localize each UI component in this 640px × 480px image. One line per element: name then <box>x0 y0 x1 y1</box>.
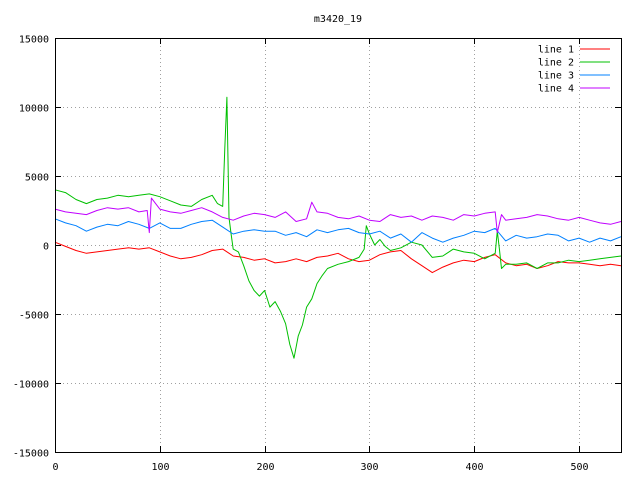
y-tick-label: -10000 <box>13 380 49 391</box>
legend: line 1 line 2 line 3 line 4 <box>538 45 610 95</box>
series-line-2 <box>54 96 622 359</box>
x-tick-label: 200 <box>256 462 274 473</box>
x-tick-label: 0 <box>52 462 58 473</box>
y-tick-label: 15000 <box>19 35 49 46</box>
y-tick-label: 10000 <box>19 104 49 115</box>
series-line-3 <box>54 218 622 243</box>
plot-frame <box>55 38 622 453</box>
tick-marks <box>55 38 621 453</box>
x-tick-label: 100 <box>151 462 169 473</box>
y-tick-label: 0 <box>43 242 49 253</box>
series-line-1 <box>54 241 622 274</box>
x-tick-label: 300 <box>360 462 378 473</box>
y-tick-label: -15000 <box>13 449 49 460</box>
y-tick-label: -5000 <box>19 311 49 322</box>
x-tick-label: 500 <box>570 462 588 473</box>
legend-label-3: line 3 <box>538 71 574 82</box>
y-axis-tick-labels: -15000 -10000 -5000 0 5000 10000 15000 <box>13 35 49 460</box>
x-tick-label: 400 <box>465 462 483 473</box>
series-line-4 <box>54 197 622 234</box>
grid <box>55 38 621 452</box>
x-axis-tick-labels: 0 100 200 300 400 500 <box>52 462 588 473</box>
legend-label-4: line 4 <box>538 84 574 95</box>
legend-label-1: line 1 <box>538 45 574 56</box>
legend-label-2: line 2 <box>538 58 574 69</box>
y-tick-label: 5000 <box>25 173 49 184</box>
series-lines <box>54 96 622 359</box>
chart-title: m3420_19 <box>314 14 362 25</box>
